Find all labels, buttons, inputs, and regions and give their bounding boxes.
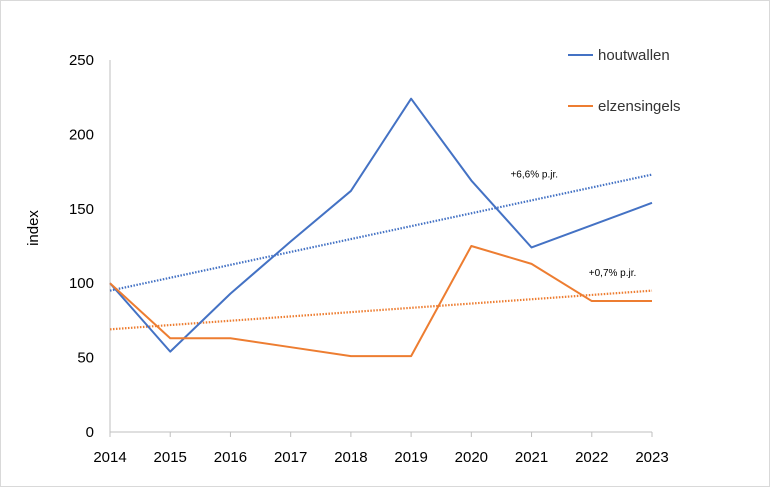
trend-annotations: +6,6% p.jr. +0,7% p.jr. (510, 170, 636, 279)
trend-line-houtwallen (109, 173, 653, 292)
legend: houtwallen elzensingels (568, 47, 681, 115)
y-tick-label: 150 (69, 201, 94, 218)
x-tick-label: 2021 (515, 449, 548, 466)
x-tick-label: 2014 (93, 449, 126, 466)
x-tick-label: 2017 (274, 449, 307, 466)
x-tick-label: 2020 (455, 449, 488, 466)
x-tick-label: 2016 (214, 449, 247, 466)
y-tick-label: 250 (69, 52, 94, 69)
legend-label-elzensingels: elzensingels (598, 98, 681, 115)
y-tick-label: 0 (86, 424, 94, 441)
series-line-houtwallen (109, 97, 653, 353)
x-tick-label: 2023 (635, 449, 668, 466)
x-tick-label: 2019 (394, 449, 427, 466)
series-lines (109, 97, 653, 358)
y-axis-ticks: 0 50 100 150 200 250 (69, 52, 94, 441)
trend-annotation-houtwallen: +6,6% p.jr. (510, 170, 558, 181)
series-line-elzensingels (109, 245, 652, 358)
trend-annotation-elzensingels: +0,7% p.jr. (589, 268, 637, 279)
x-tick-label: 2018 (334, 449, 367, 466)
x-tick-label: 2015 (154, 449, 187, 466)
x-axis-ticks: 2014 2015 2016 2017 2018 2019 2020 2021 2022 2023 (93, 432, 669, 466)
y-axis-label: index (25, 210, 42, 246)
x-tick-label: 2022 (575, 449, 608, 466)
legend-label-houtwallen: houtwallen (598, 47, 670, 64)
trend-line-elzensingels (109, 289, 653, 331)
trend-lines (109, 173, 653, 331)
y-tick-label: 50 (77, 350, 94, 367)
y-tick-label: 200 (69, 126, 94, 143)
y-tick-label: 100 (69, 275, 94, 292)
